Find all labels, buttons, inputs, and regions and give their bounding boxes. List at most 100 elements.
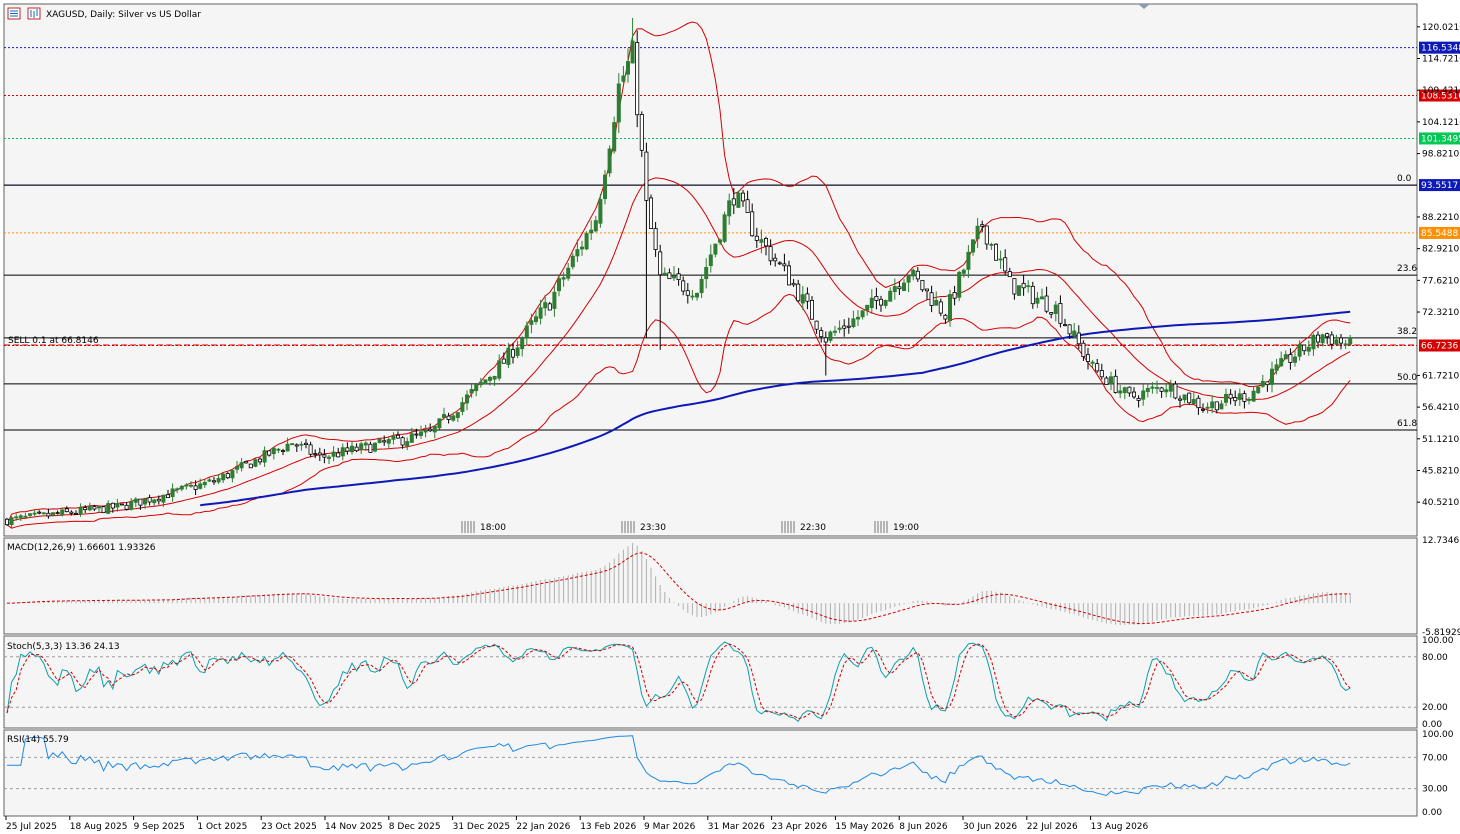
candle[interactable] (506, 342, 511, 369)
candle[interactable] (984, 225, 989, 250)
candle[interactable] (570, 253, 575, 270)
candle[interactable] (860, 310, 865, 320)
candle[interactable] (428, 423, 433, 433)
candle[interactable] (1306, 340, 1311, 356)
candle[interactable] (662, 267, 667, 277)
candle[interactable] (943, 313, 948, 324)
candle[interactable] (998, 250, 1003, 269)
candle[interactable] (1260, 374, 1265, 388)
candle[interactable] (782, 253, 787, 272)
candle[interactable] (474, 383, 479, 397)
candle[interactable] (9, 516, 14, 529)
candle[interactable] (828, 330, 833, 343)
candle[interactable] (1053, 301, 1058, 322)
candle[interactable] (455, 411, 460, 423)
stoch-panel[interactable] (3, 635, 1418, 729)
candle[interactable] (966, 245, 971, 278)
candle[interactable] (303, 439, 308, 449)
candle[interactable] (110, 502, 115, 513)
candle[interactable] (120, 503, 125, 506)
candle[interactable] (1293, 350, 1298, 367)
candle[interactable] (704, 258, 709, 289)
candle[interactable] (851, 310, 856, 329)
candle[interactable] (37, 510, 42, 515)
candle[interactable] (414, 428, 419, 439)
candle[interactable] (129, 498, 134, 511)
candle[interactable] (285, 437, 290, 452)
candle[interactable] (326, 454, 331, 464)
candle[interactable] (1224, 388, 1229, 407)
candle[interactable] (708, 244, 713, 273)
candle[interactable] (469, 384, 474, 398)
candle[interactable] (672, 266, 677, 281)
candle[interactable] (1104, 376, 1109, 385)
candle[interactable] (837, 320, 842, 334)
candle[interactable] (897, 281, 902, 296)
candle[interactable] (639, 111, 644, 158)
candle[interactable] (791, 279, 796, 287)
candle[interactable] (626, 48, 631, 83)
candle[interactable] (501, 352, 506, 364)
candle[interactable] (529, 313, 534, 334)
candle[interactable] (1109, 371, 1114, 391)
candle[interactable] (598, 193, 603, 228)
candle[interactable] (731, 188, 736, 215)
candle[interactable] (819, 327, 824, 343)
candle[interactable] (874, 287, 879, 310)
candle[interactable] (271, 447, 276, 460)
candle[interactable] (685, 282, 690, 304)
candle[interactable] (276, 447, 281, 454)
candle[interactable] (764, 236, 769, 256)
candle[interactable] (869, 289, 874, 314)
candle[interactable] (248, 463, 253, 469)
candle[interactable] (1044, 286, 1049, 314)
candle[interactable] (722, 211, 727, 244)
candle[interactable] (823, 331, 828, 376)
candle[interactable] (432, 425, 437, 439)
candle[interactable] (290, 443, 295, 446)
candle[interactable] (418, 425, 423, 439)
candle[interactable] (460, 397, 465, 416)
candle[interactable] (856, 310, 861, 326)
candle[interactable] (607, 145, 612, 177)
candle[interactable] (345, 442, 350, 455)
candle[interactable] (492, 375, 497, 386)
candle[interactable] (161, 494, 166, 508)
macd-panel[interactable] (3, 537, 1418, 635)
candle[interactable] (1021, 274, 1026, 296)
candle[interactable] (60, 508, 65, 517)
candle[interactable] (1155, 380, 1160, 394)
candle[interactable] (1159, 386, 1164, 398)
candle[interactable] (1242, 390, 1247, 409)
candle[interactable] (736, 190, 741, 208)
candle[interactable] (170, 483, 175, 502)
candle[interactable] (754, 227, 759, 248)
candle[interactable] (1136, 395, 1141, 408)
candle[interactable] (1343, 339, 1348, 349)
candle[interactable] (1339, 333, 1344, 350)
candle[interactable] (975, 218, 980, 248)
candle[interactable] (51, 512, 56, 517)
candle[interactable] (336, 447, 341, 458)
candle[interactable] (115, 498, 120, 512)
candle[interactable] (1302, 344, 1307, 355)
rsi-panel[interactable] (3, 729, 1418, 817)
candle[interactable] (193, 480, 198, 496)
candle[interactable] (879, 295, 884, 312)
candle[interactable] (1334, 334, 1339, 345)
candle[interactable] (630, 17, 635, 64)
candle[interactable] (603, 169, 608, 205)
candle[interactable] (1086, 347, 1091, 370)
candle[interactable] (1288, 348, 1293, 370)
candle[interactable] (1228, 389, 1233, 405)
candle[interactable] (1127, 386, 1132, 397)
candle[interactable] (478, 377, 483, 388)
candle[interactable] (354, 443, 359, 453)
candle[interactable] (961, 268, 966, 278)
candle[interactable] (612, 116, 617, 154)
candle[interactable] (1214, 401, 1219, 414)
candle[interactable] (727, 193, 732, 225)
scroll-marker-icon[interactable] (1138, 4, 1150, 9)
candle[interactable] (1113, 369, 1118, 394)
